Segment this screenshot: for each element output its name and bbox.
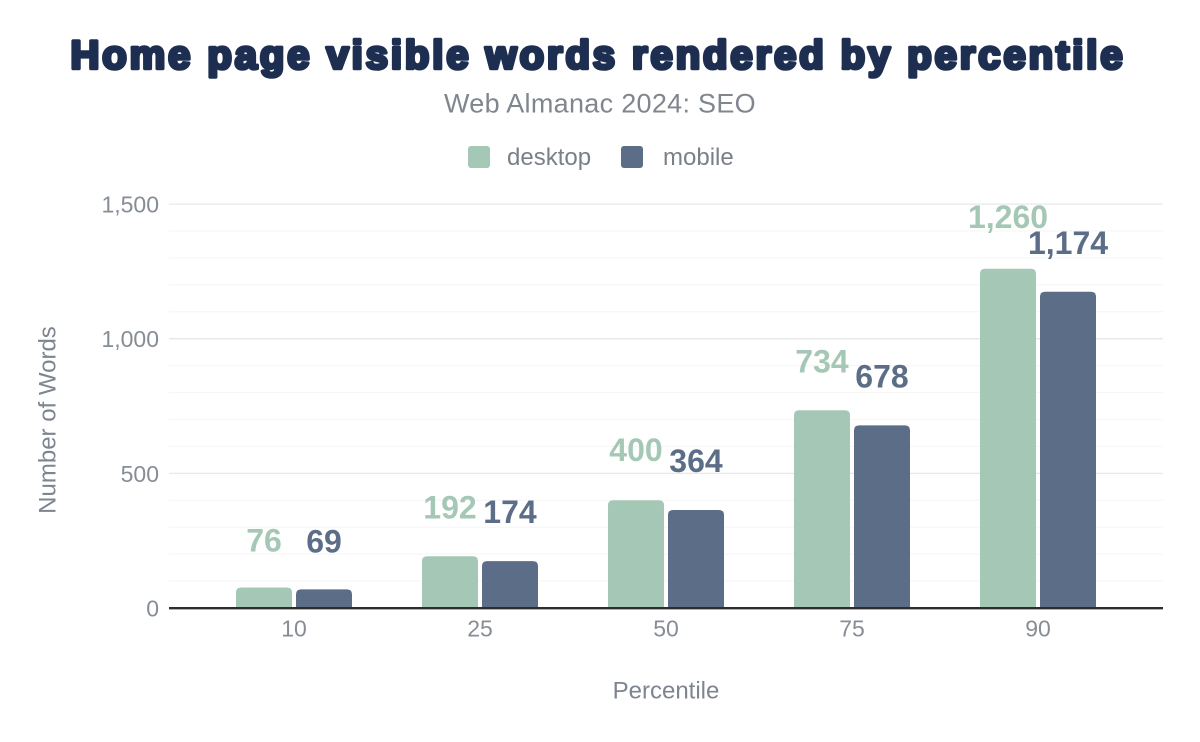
svg-text:400: 400 xyxy=(609,432,662,468)
svg-text:Home page visible words render: Home page visible words rendered by perc… xyxy=(70,34,1125,78)
svg-text:364: 364 xyxy=(669,443,723,479)
svg-text:Web Almanac 2024: SEO: Web Almanac 2024: SEO xyxy=(444,89,756,119)
svg-text:734: 734 xyxy=(795,343,849,379)
svg-text:mobile: mobile xyxy=(663,144,734,171)
svg-text:0: 0 xyxy=(146,596,159,622)
svg-text:1,260: 1,260 xyxy=(968,199,1048,235)
svg-text:75: 75 xyxy=(839,616,865,642)
svg-text:50: 50 xyxy=(653,616,679,642)
svg-text:69: 69 xyxy=(306,524,342,560)
svg-text:192: 192 xyxy=(423,489,476,525)
svg-text:1,500: 1,500 xyxy=(101,192,159,218)
svg-text:678: 678 xyxy=(855,358,908,394)
svg-text:76: 76 xyxy=(246,523,282,559)
svg-text:500: 500 xyxy=(121,461,159,487)
svg-text:1,174: 1,174 xyxy=(1028,225,1108,261)
svg-text:Number of Words: Number of Words xyxy=(35,326,62,514)
svg-text:10: 10 xyxy=(281,616,307,642)
svg-text:90: 90 xyxy=(1025,616,1051,642)
svg-text:desktop: desktop xyxy=(507,144,591,171)
svg-text:174: 174 xyxy=(483,494,537,530)
svg-text:25: 25 xyxy=(467,616,493,642)
svg-text:Percentile: Percentile xyxy=(613,678,720,705)
svg-text:1,000: 1,000 xyxy=(101,326,159,352)
